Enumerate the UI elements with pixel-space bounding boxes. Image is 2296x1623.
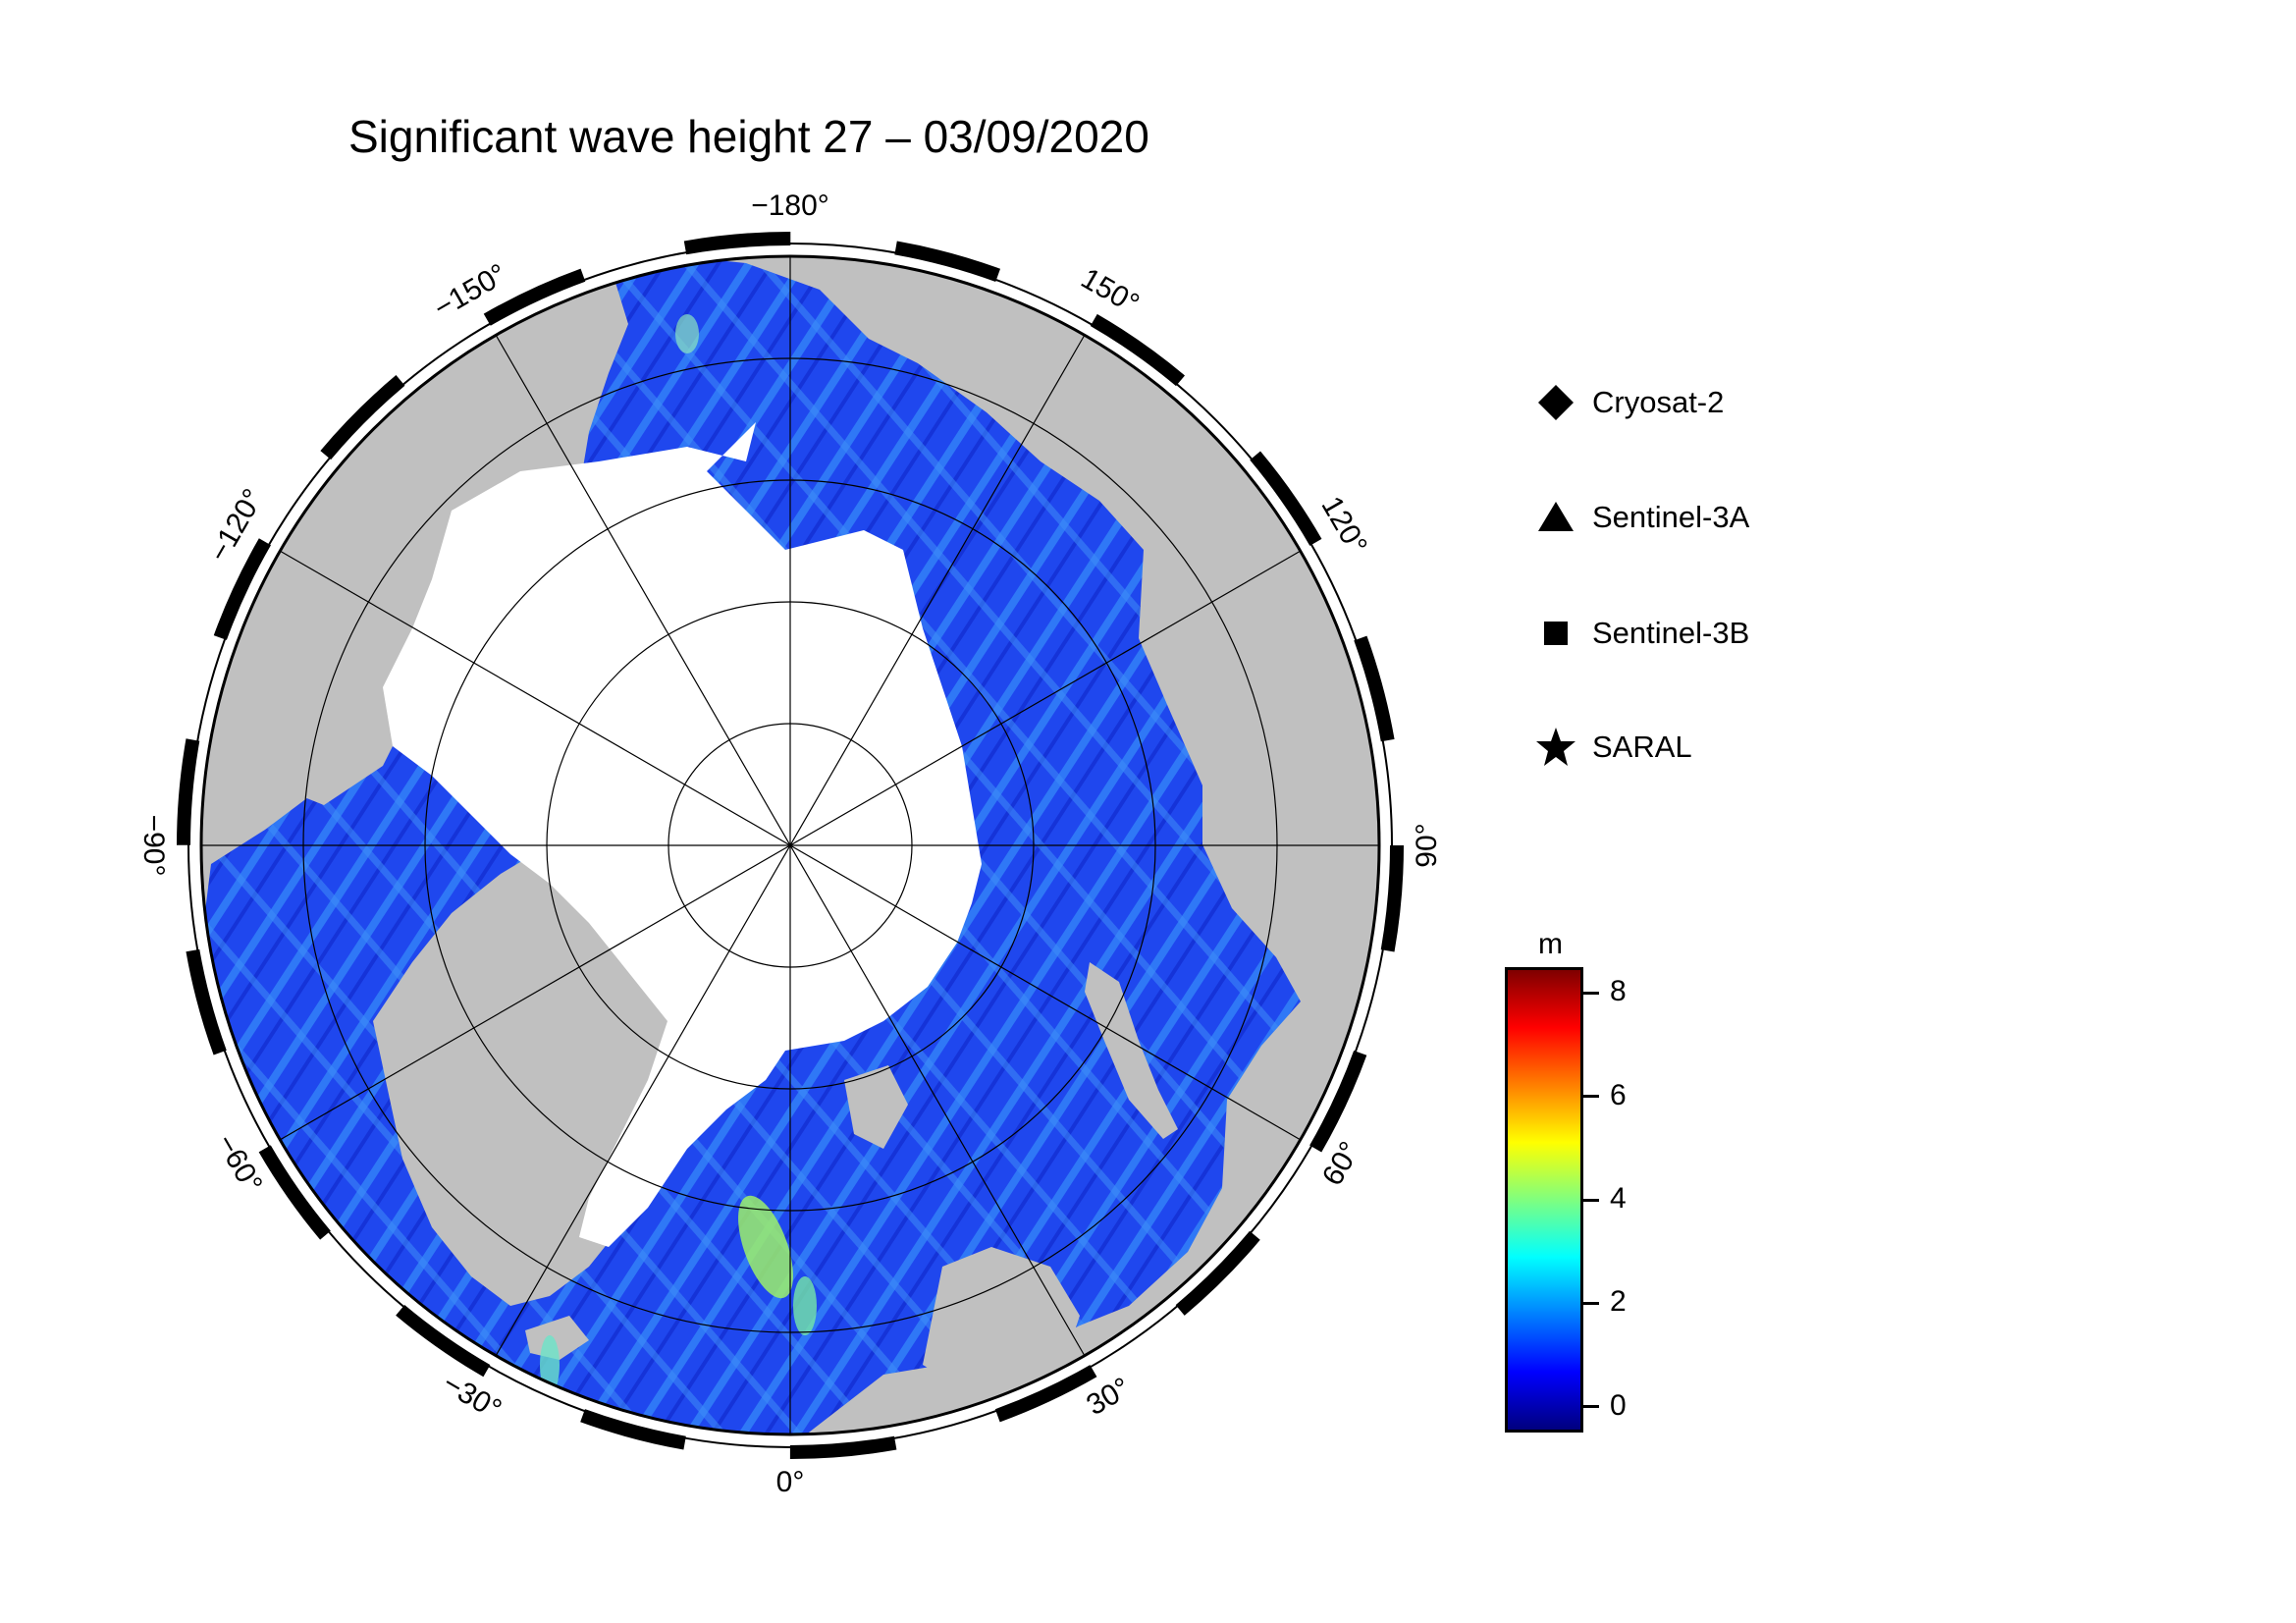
sea-ice	[383, 422, 982, 1247]
legend-label: Sentinel-3A	[1592, 500, 1750, 534]
star-icon	[1531, 723, 1580, 772]
legend-label: Cryosat-2	[1592, 385, 1725, 419]
colorbar-tick	[1583, 991, 1599, 995]
scandinavia-land	[923, 1247, 1080, 1394]
diamond-icon	[1531, 378, 1580, 427]
colorbar-tick	[1583, 1198, 1599, 1202]
lon-label: −30°	[437, 1368, 507, 1427]
colorbar-tick-label: 2	[1610, 1285, 1627, 1319]
lon-label: −60°	[209, 1129, 268, 1199]
colorbar-tick-label: 0	[1610, 1388, 1627, 1422]
canada-islands-land	[231, 609, 412, 805]
legend-label: SARAL	[1592, 730, 1692, 764]
lon-label: −180°	[751, 189, 829, 222]
legend-label: Sentinel-3B	[1592, 616, 1750, 650]
colorbar-tick	[1583, 1301, 1599, 1305]
legend-item-sentinel-3a: Sentinel-3A	[1531, 493, 1749, 542]
square-icon	[1531, 609, 1580, 658]
colorbar-tick	[1583, 1095, 1599, 1099]
graticule	[201, 256, 1379, 1434]
colorbar-tick-label: 8	[1610, 975, 1627, 1008]
map-frame	[177, 232, 1404, 1459]
map-title: Significant wave height 27 – 03/09/2020	[348, 111, 1149, 162]
novaya-zemlya-land	[1085, 962, 1178, 1139]
lon-label: 150°	[1076, 262, 1145, 321]
high-wave-patch	[738, 1195, 793, 1299]
colorbar-tick-label: 4	[1610, 1182, 1627, 1215]
triangle-icon	[1531, 493, 1580, 542]
legend-item-saral: SARAL	[1531, 723, 1692, 772]
legend-item-cryosat: Cryosat-2	[1531, 378, 1724, 427]
svalbard-land	[844, 1065, 908, 1149]
iceland-land	[525, 1316, 589, 1360]
lon-label: 0°	[776, 1466, 805, 1498]
lon-label: −90°	[137, 815, 170, 877]
colorbar-unit: m	[1538, 928, 1563, 960]
colorbar	[1505, 967, 1583, 1433]
lon-label: 90°	[1411, 823, 1443, 867]
colorbar-tick-label: 6	[1610, 1078, 1627, 1111]
legend-item-sentinel-3b: Sentinel-3B	[1531, 609, 1749, 658]
lon-label: 120°	[1314, 491, 1373, 560]
colorbar-tick	[1583, 1405, 1599, 1409]
